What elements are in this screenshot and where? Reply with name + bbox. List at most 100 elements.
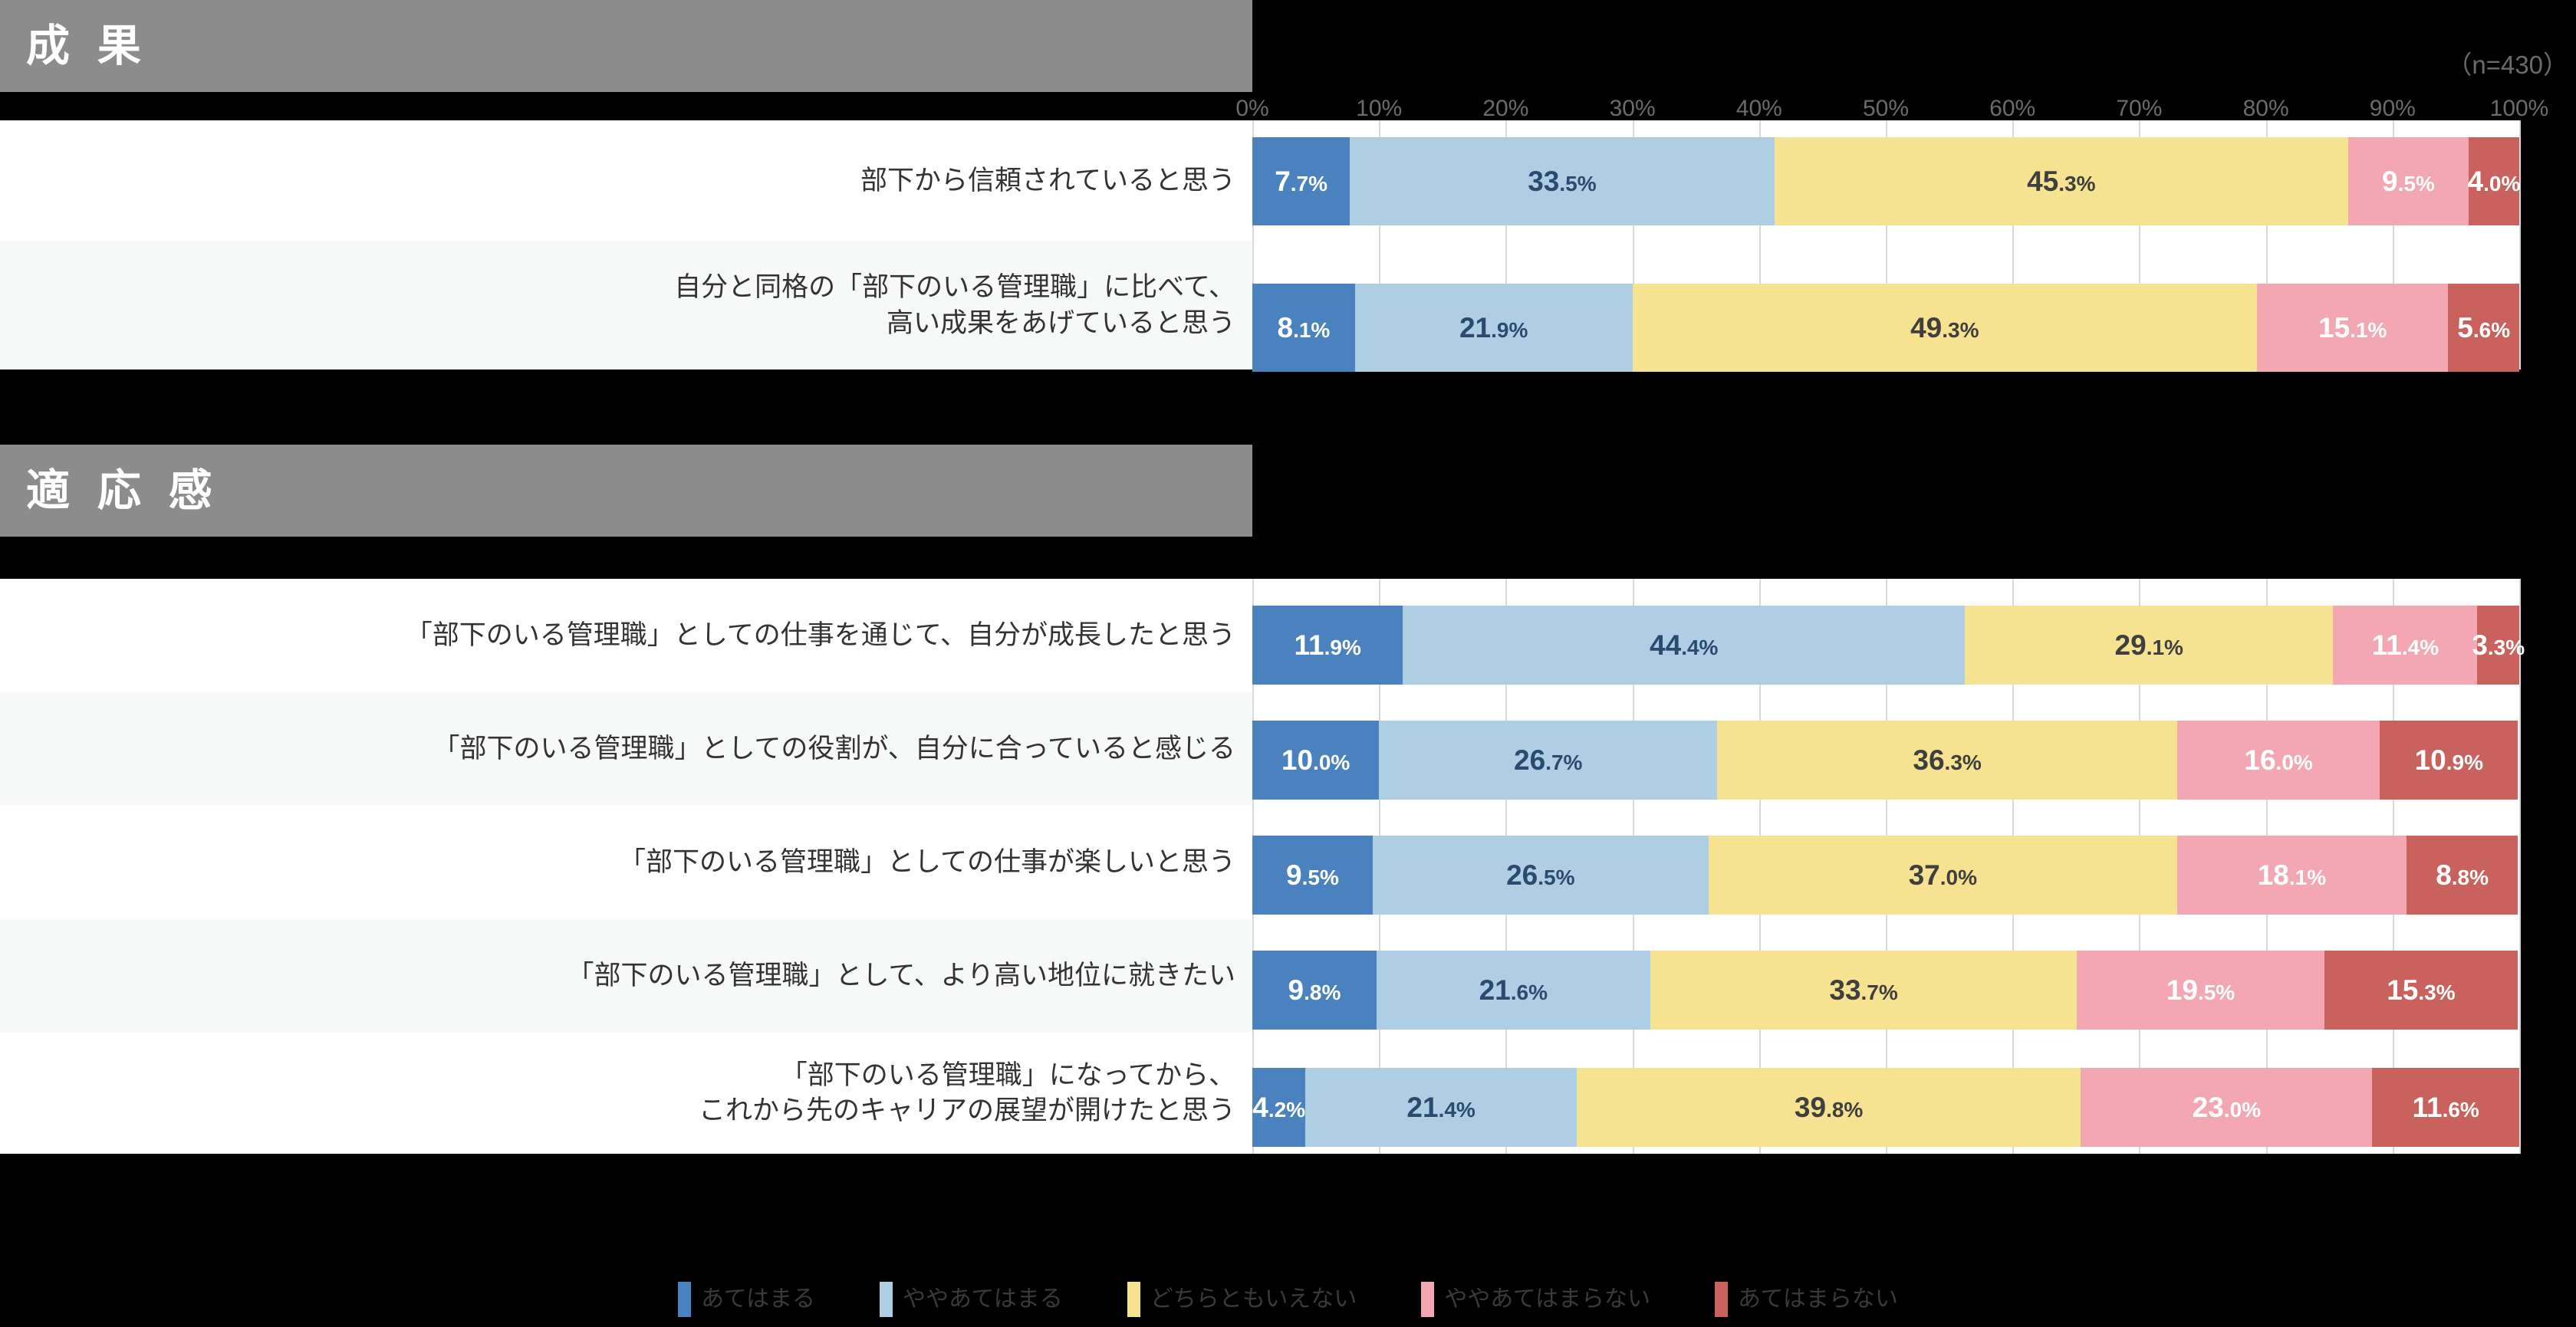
bar-segment-1[interactable]: 10.0% [1252, 721, 1380, 800]
bar-segment-value: 21.6% [1479, 974, 1548, 1006]
bar-segment-1[interactable]: 7.7% [1252, 137, 1351, 225]
bar-segment-value: 11.4% [2371, 629, 2439, 661]
bar-segment-value: 37.0% [1908, 859, 1978, 891]
bar-segment-value: 9.8% [1288, 974, 1341, 1006]
section-header-seika: 成 果 [0, 0, 1252, 92]
bar-segment-1[interactable]: 9.8% [1252, 951, 1377, 1030]
table-row: 「部下のいる管理職」として、より高い地位に就きたい [0, 919, 1252, 1033]
row-label-text: 「部下のいる管理職」になってから、 これから先のキャリアの展望が開けたと思う [698, 1059, 1235, 1125]
stacked-bar: 8.1% 21.9% 49.3% 15.1% 5.6% [1252, 284, 2519, 372]
bar-segment-2[interactable]: 33.5% [1350, 137, 1775, 225]
bar-segment-4[interactable]: 9.5% [2347, 137, 2469, 225]
row-label-text: 部下から信頼されていると思う [860, 165, 1235, 195]
row-label-text: 「部下のいる管理職」としての仕事を通じて、自分が成長したと思う [405, 619, 1235, 650]
legend-label: あてはまる [701, 1286, 815, 1312]
x-axis-tick-label: 0% [1235, 96, 1269, 121]
bar-segment-value: 5.6% [2457, 312, 2511, 343]
bar-segment-1[interactable]: 11.9% [1252, 606, 1403, 685]
bar-segment-value: 4.0% [2467, 166, 2521, 197]
bar-segment-3[interactable]: 39.8% [1576, 1068, 2081, 1147]
bar-segment-3[interactable]: 33.7% [1650, 951, 2078, 1030]
x-axis-tick-label: 100% [2489, 96, 2549, 121]
bar-segment-1[interactable]: 4.2% [1252, 1068, 1306, 1147]
table-row: 「部下のいる管理職」になってから、 これから先のキャリアの展望が開けたと思う [0, 1033, 1252, 1154]
bar-segment-value: 9.5% [2382, 166, 2435, 197]
bar-segment-1[interactable]: 8.1% [1252, 284, 1355, 372]
bar-segment-2[interactable]: 26.7% [1379, 721, 1718, 800]
legend-item[interactable]: どちらともいえない [1127, 1282, 1357, 1317]
row-label-background [0, 806, 1252, 919]
bar-segment-3[interactable]: 29.1% [1965, 606, 2334, 685]
bar-segment-5[interactable]: 3.3% [2472, 606, 2525, 685]
x-axis-tick-label: 50% [1862, 96, 1910, 121]
row-label-text: 自分と同格の「部下のいる管理職」に比べて、 高い成果をあげていると思う [674, 272, 1235, 338]
bar-segment-3[interactable]: 37.0% [1708, 836, 2177, 915]
bar-segment-value: 39.8% [1794, 1092, 1864, 1123]
legend-swatch-4 [1421, 1282, 1435, 1317]
table-row: 「部下のいる管理職」としての仕事を通じて、自分が成長したと思う [0, 579, 1252, 692]
bar-segment-2[interactable]: 21.9% [1354, 284, 1633, 372]
bar-segment-4[interactable]: 15.1% [2257, 284, 2449, 372]
bar-segment-value: 33.7% [1829, 974, 1898, 1006]
chart-legend: あてはまる ややあてはまる どちらともいえない ややあてはまらない あてはまらない [0, 1282, 2576, 1317]
bar-segment-2[interactable]: 44.4% [1403, 606, 1966, 685]
stacked-bar: 7.7% 33.5% 45.3% 9.5% 4.0% [1252, 137, 2521, 225]
legend-item[interactable]: あてはまらない [1715, 1282, 1898, 1317]
sample-size-note: （n=430） [2446, 51, 2568, 79]
bar-segment-5[interactable]: 15.3% [2324, 951, 2518, 1030]
bar-segment-value: 44.4% [1650, 629, 1719, 661]
bar-segment-value: 3.3% [2472, 629, 2525, 661]
x-axis: 0% 10% 20% 30% 40% 50% 60% 70% 80% 90% 100% [1235, 87, 2548, 121]
bar-segment-3[interactable]: 45.3% [1774, 137, 2348, 225]
bar-segment-2[interactable]: 21.4% [1305, 1068, 1577, 1147]
bar-segment-3[interactable]: 49.3% [1632, 284, 2257, 372]
bar-segment-value: 11.6% [2412, 1092, 2479, 1123]
bar-segment-5[interactable]: 8.8% [2406, 836, 2518, 915]
bar-segment-4[interactable]: 18.1% [2176, 836, 2407, 915]
legend-swatch-1 [678, 1282, 692, 1317]
stacked-bar: 9.8% 21.6% 33.7% 19.5% 15.3% [1252, 951, 2519, 1030]
legend-item[interactable]: あてはまる [678, 1282, 815, 1317]
bar-segment-5[interactable]: 10.9% [2380, 721, 2518, 800]
stacked-bar: 9.5% 26.5% 37.0% 18.1% 8.8% [1252, 836, 2519, 915]
bar-segment-2[interactable]: 26.5% [1372, 836, 1709, 915]
legend-label: ややあてはまる [902, 1286, 1063, 1312]
bar-segment-value: 10.9% [2414, 744, 2483, 776]
row-label-text: 「部下のいる管理職」としての役割が、自分に合っていると感じる [433, 733, 1235, 764]
section-header-title: 成 果 [26, 21, 149, 71]
bar-segment-5[interactable]: 4.0% [2467, 137, 2521, 225]
bar-segment-2[interactable]: 21.6% [1376, 951, 1650, 1030]
row-label-text: 「部下のいる管理職」として、より高い地位に就きたい [567, 960, 1235, 990]
stacked-bar: 4.2% 21.4% 39.8% 23.0% 11.6% [1252, 1068, 2519, 1147]
bar-segment-value: 33.5% [1528, 166, 1597, 197]
row-label-background [0, 241, 1252, 370]
bar-segment-value: 7.7% [1275, 166, 1328, 197]
bar-segment-1[interactable]: 9.5% [1252, 836, 1373, 915]
table-row: 「部下のいる管理職」としての仕事が楽しいと思う [0, 806, 1252, 919]
bar-segment-value: 23.0% [2192, 1092, 2262, 1123]
x-axis-tick-label: 90% [2369, 96, 2416, 121]
bar-segment-4[interactable]: 16.0% [2176, 721, 2380, 800]
legend-swatch-3 [1127, 1282, 1140, 1317]
bar-segment-4[interactable]: 23.0% [2081, 1068, 2373, 1147]
bar-segment-4[interactable]: 19.5% [2077, 951, 2324, 1030]
bar-segment-5[interactable]: 11.6% [2372, 1068, 2519, 1147]
bar-segment-4[interactable]: 11.4% [2333, 606, 2478, 685]
x-axis-tick-label: 70% [2116, 96, 2163, 121]
legend-swatch-2 [879, 1282, 893, 1317]
table-row: 「部下のいる管理職」としての役割が、自分に合っていると感じる [0, 692, 1252, 806]
bar-segment-3[interactable]: 36.3% [1717, 721, 2177, 800]
section-header-title: 適 応 感 [26, 465, 220, 515]
stacked-bar: 11.9% 44.4% 29.1% 11.4% 3.3% [1252, 606, 2525, 685]
legend-item[interactable]: ややあてはまらない [1421, 1282, 1650, 1317]
table-row: 部下から信頼されていると思う [0, 120, 1252, 241]
legend-label: あてはまらない [1738, 1286, 1898, 1312]
legend-item[interactable]: ややあてはまる [879, 1282, 1063, 1317]
bar-segment-value: 11.9% [1294, 629, 1361, 661]
row-label-background [0, 919, 1252, 1033]
row-label-background [0, 692, 1252, 806]
bar-segment-5[interactable]: 5.6% [2448, 284, 2519, 372]
bar-segment-value: 18.1% [2257, 859, 2327, 891]
bar-segment-value: 21.9% [1459, 312, 1528, 343]
